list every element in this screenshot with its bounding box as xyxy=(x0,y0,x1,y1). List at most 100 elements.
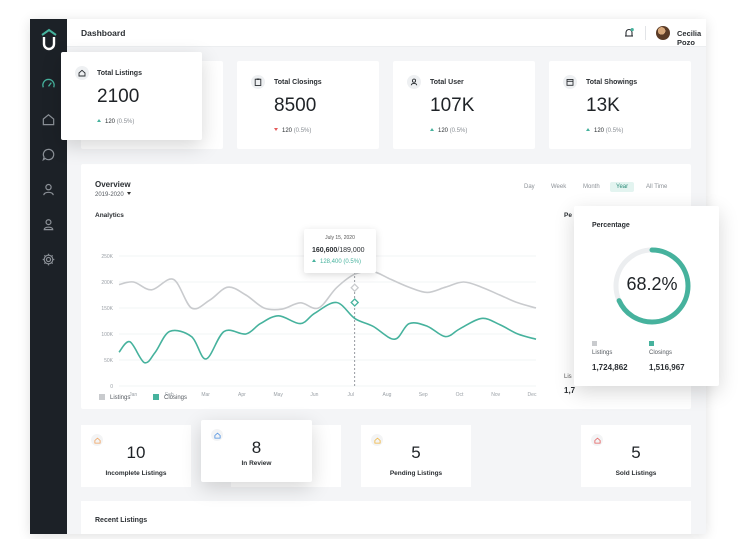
status-card-in-review[interactable]: 8 In Review xyxy=(201,420,312,482)
x-tick-label: Nov xyxy=(491,392,500,398)
user-name[interactable]: Cecilia Pozo xyxy=(677,29,702,47)
delta-percent: (0.5%) xyxy=(293,128,312,134)
arrow-down-icon xyxy=(274,128,278,131)
line-chart: 0 50K 100K 150K 200K 250K Jan Feb Mar Apr May Jun Ju… xyxy=(101,232,537,398)
x-tick-label: Apr xyxy=(238,392,246,398)
delta-percent: (0.5%) xyxy=(449,128,468,134)
gear-icon[interactable] xyxy=(41,252,56,267)
recent-listings-card: Recent Listings xyxy=(81,501,691,534)
home-icon[interactable] xyxy=(41,112,56,127)
legend-listings: Listings xyxy=(99,394,130,401)
x-tick-label: Jan xyxy=(129,392,137,398)
period-all-time[interactable]: All Time xyxy=(646,184,668,190)
top-bar: Dashboard Cecilia Pozo xyxy=(67,19,706,47)
status-card-incomplete[interactable]: 10 Incomplete Listings xyxy=(81,425,191,487)
delta-value: 120 xyxy=(282,128,293,134)
x-tick-label: Dec xyxy=(528,392,537,398)
x-tick-label: Oct xyxy=(456,392,464,398)
home-icon xyxy=(75,66,89,80)
period-day[interactable]: Day xyxy=(524,184,535,190)
stat-card-total-closings[interactable]: Total Closings 8500 120 (0.5%) xyxy=(237,61,379,149)
status-value: 10 xyxy=(126,443,146,462)
x-tick-label: Jun xyxy=(310,392,318,398)
arrow-up-icon xyxy=(586,128,590,131)
legend-swatch xyxy=(592,341,597,346)
status-card-pending[interactable]: 5 Pending Listings xyxy=(361,425,471,487)
analytics-label: Analytics xyxy=(95,212,124,219)
arrow-up-icon xyxy=(430,128,434,131)
stat-value: 8500 xyxy=(274,95,317,116)
status-label: Incomplete Listings xyxy=(105,470,167,477)
chart-tooltip: July 15, 2020 160,600/189,000 128,400 (0… xyxy=(304,229,376,273)
home-icon xyxy=(211,429,223,441)
period-year[interactable]: Year xyxy=(610,182,635,192)
overview-title: Overview xyxy=(95,180,131,189)
stat-delta: 120 (0.5%) xyxy=(97,119,134,125)
x-tick-label: Feb xyxy=(165,392,174,398)
tooltip-total: /189,000 xyxy=(337,247,365,254)
y-tick-label: 50K xyxy=(104,358,114,364)
delta-value: 120 xyxy=(594,128,605,134)
percentage-value: 68.2% xyxy=(626,274,678,294)
legend-swatch xyxy=(99,394,105,400)
legend-swatch xyxy=(649,341,654,346)
tooltip-second-pct: (0.5%) xyxy=(343,259,362,265)
chat-icon[interactable] xyxy=(41,147,56,162)
ring-fill xyxy=(613,247,691,325)
date-range-select[interactable]: 2019-2020 xyxy=(95,192,131,198)
percentage-ring xyxy=(613,247,691,325)
people-icon[interactable] xyxy=(41,182,56,197)
status-label: Sold Listings xyxy=(615,470,657,477)
status-label: Pending Listings xyxy=(389,470,443,477)
percentage-label-partial: Pe xyxy=(564,212,572,219)
stat-label: Total User xyxy=(430,79,464,86)
tooltip-second: 128,400 xyxy=(320,259,342,265)
status-value: 8 xyxy=(251,438,262,457)
period-month[interactable]: Month xyxy=(583,184,600,190)
percentage-card: Percentage 68.2% Listings 1,724,862 Clos… xyxy=(574,206,719,386)
y-tick-label: 250K xyxy=(101,254,113,260)
caret-down-icon xyxy=(126,192,131,195)
stat-card-total-user[interactable]: Total User 107K 120 (0.5%) xyxy=(393,61,535,149)
stat-delta: 120 (0.5%) xyxy=(586,128,623,134)
status-card-sold[interactable]: 5 Sold Listings xyxy=(581,425,691,487)
home-icon xyxy=(91,434,103,446)
legend-label: Closings xyxy=(649,350,673,356)
legend-label: Listings xyxy=(592,350,613,356)
legend-swatch xyxy=(153,394,159,400)
stat-label: Total Listings xyxy=(97,70,142,77)
stat-card-total-showings[interactable]: Total Showings 13K 120 (0.5%) xyxy=(549,61,691,149)
listings-value-partial: 1,7 xyxy=(564,386,576,395)
stat-label: Total Closings xyxy=(274,79,322,86)
calendar-icon xyxy=(563,75,577,89)
arrow-up-icon xyxy=(97,119,101,122)
stat-label: Total Showings xyxy=(586,79,638,86)
status-value: 5 xyxy=(411,443,421,462)
period-week[interactable]: Week xyxy=(551,184,567,190)
stat-value: 107K xyxy=(430,95,475,116)
person-icon[interactable] xyxy=(41,217,56,232)
delta-percent: (0.5%) xyxy=(116,119,135,125)
x-tick-label: Sep xyxy=(419,392,428,398)
stat-delta: 120 (0.5%) xyxy=(274,128,311,134)
analytics-chart: 0 50K 100K 150K 200K 250K Jan Feb Mar Apr May Jun Ju… xyxy=(81,164,561,409)
delta-percent: (0.5%) xyxy=(605,128,624,134)
avatar[interactable] xyxy=(656,26,670,40)
series-line-closings xyxy=(118,301,537,364)
y-tick-label: 0 xyxy=(110,384,113,390)
percentage-title: Percentage xyxy=(592,222,630,229)
notification-bell-icon[interactable] xyxy=(623,27,635,39)
speedometer-icon[interactable] xyxy=(41,77,56,92)
y-tick-label: 150K xyxy=(101,306,113,312)
legend-label: Listings xyxy=(110,395,131,401)
tooltip-main-value: 160,600/189,000 xyxy=(312,247,365,254)
person-icon xyxy=(407,75,421,89)
recent-listings-title: Recent Listings xyxy=(95,517,148,524)
status-value: 5 xyxy=(631,443,641,462)
highlight-point-listings xyxy=(350,283,360,293)
stat-card-total-listings[interactable]: Total Listings 2100 120 (0.5%) xyxy=(61,52,202,140)
logo-icon[interactable] xyxy=(38,27,60,51)
status-label: In Review xyxy=(241,460,272,467)
legend-closings: Closings xyxy=(153,394,187,401)
x-tick-label: Mar xyxy=(201,392,210,398)
